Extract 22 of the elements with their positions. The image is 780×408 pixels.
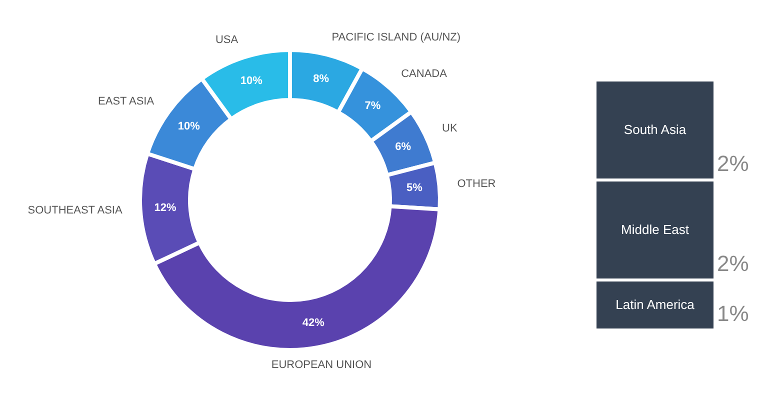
- data-label: 2%: [717, 151, 749, 176]
- series-label: Latin America: [616, 297, 696, 312]
- slice-label: EAST ASIA: [98, 95, 155, 108]
- data-label: 1%: [717, 301, 749, 326]
- slice-label: CANADA: [401, 68, 448, 80]
- slice-label: SOUTHEAST ASIA: [28, 204, 123, 217]
- slice-label: EUROPEAN UNION: [271, 359, 372, 372]
- slice-label: UK: [442, 122, 458, 134]
- slice-label: USA: [215, 34, 239, 46]
- data-label: 10%: [240, 75, 263, 88]
- data-label: 5%: [406, 182, 423, 194]
- slice-label: OTHER: [457, 178, 496, 190]
- data-label: 8%: [313, 72, 330, 85]
- slice-label: PACIFIC ISLAND (AU/NZ): [332, 31, 461, 44]
- data-label: 12%: [154, 202, 176, 214]
- data-label: 10%: [178, 120, 200, 133]
- data-label: 2%: [717, 251, 749, 276]
- data-label: 7%: [364, 100, 381, 112]
- data-label: 6%: [395, 140, 412, 153]
- series-label: South Asia: [624, 122, 687, 137]
- series-label: Middle East: [621, 222, 690, 237]
- data-label: 42%: [302, 316, 325, 329]
